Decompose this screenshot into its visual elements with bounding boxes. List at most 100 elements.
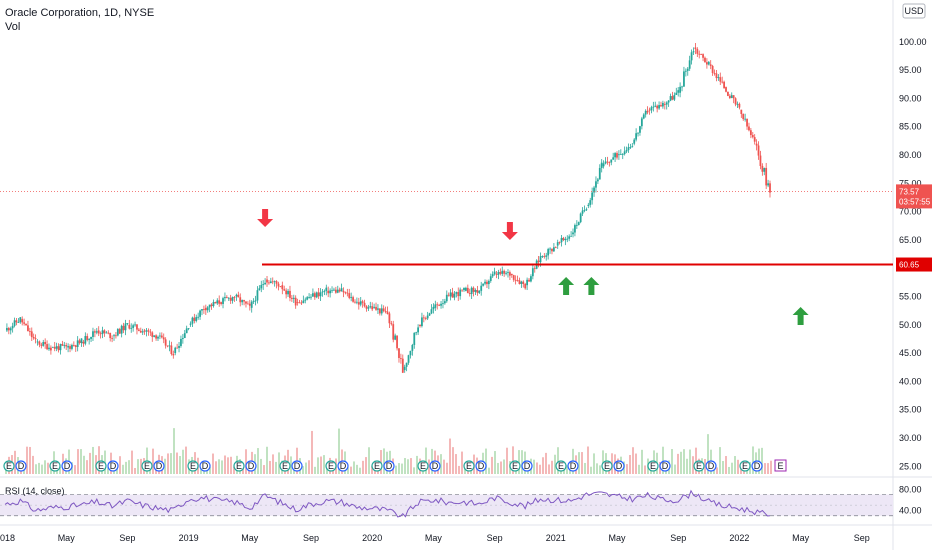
candle-body: [46, 344, 48, 350]
candle-body: [581, 210, 584, 214]
candle-body: [623, 151, 626, 155]
candle-body: [201, 309, 203, 311]
dividend-marker-icon[interactable]: [521, 460, 533, 472]
candle-body: [348, 293, 351, 298]
candle-body: [591, 192, 594, 201]
time-tick-label: Sep: [487, 533, 503, 543]
dividend-marker-icon[interactable]: [291, 460, 303, 472]
dividend-marker-icon[interactable]: [659, 460, 671, 472]
candle-body: [579, 213, 582, 223]
currency-badge[interactable]: [902, 3, 926, 19]
dividend-marker-icon[interactable]: [567, 460, 579, 472]
candle-body: [109, 332, 112, 339]
candle-body: [740, 109, 743, 114]
candle-body: [336, 289, 339, 293]
candle-body: [748, 126, 750, 131]
candle-body: [325, 287, 328, 291]
price-tick-label: 70.00: [899, 207, 922, 217]
earnings-marker-icon[interactable]: [601, 460, 613, 472]
earnings-marker-icon[interactable]: [141, 460, 153, 472]
future-earnings-letter: E: [777, 461, 783, 471]
dividend-letter: D: [202, 461, 209, 471]
candle-body: [715, 73, 718, 79]
earnings-marker-icon[interactable]: [371, 460, 383, 472]
volume-bar: [353, 461, 355, 474]
candle-body: [342, 290, 345, 293]
earnings-marker-icon[interactable]: [95, 460, 107, 472]
candle-body: [139, 330, 142, 333]
volume-bar: [638, 464, 640, 474]
candle-body: [99, 333, 102, 335]
earnings-marker-icon[interactable]: [233, 460, 245, 472]
volume-bar: [185, 446, 187, 474]
dividend-marker-icon[interactable]: [15, 460, 27, 472]
candle-body: [116, 329, 119, 336]
candle-body: [266, 279, 268, 283]
candle-body: [134, 324, 136, 326]
volume-bar: [767, 463, 769, 474]
volume-bar: [35, 464, 37, 474]
dividend-marker-icon[interactable]: [383, 460, 395, 472]
candle-body: [761, 165, 764, 172]
candle-body: [522, 281, 525, 284]
earnings-marker-icon[interactable]: [555, 460, 567, 472]
volume-bar: [14, 450, 16, 474]
volume-bar: [278, 452, 280, 474]
candle-body: [11, 325, 14, 329]
candle-body: [153, 335, 156, 337]
dividend-marker-icon[interactable]: [613, 460, 625, 472]
volume-bar: [137, 459, 139, 474]
volume-bar: [410, 458, 412, 474]
dividend-marker-icon[interactable]: [107, 460, 119, 472]
dividend-marker-icon[interactable]: [337, 460, 349, 472]
dividend-marker-icon[interactable]: [705, 460, 717, 472]
earnings-marker-icon[interactable]: [187, 460, 199, 472]
candle-body: [143, 330, 146, 332]
earnings-marker-icon[interactable]: [463, 460, 475, 472]
candle-body: [533, 268, 536, 270]
earnings-marker-icon[interactable]: [325, 460, 337, 472]
candle-body: [176, 347, 179, 349]
earnings-marker-icon[interactable]: [279, 460, 291, 472]
volume-bar: [644, 465, 646, 474]
volume-bar: [458, 465, 460, 474]
candle-body: [709, 64, 712, 66]
volume-bar: [452, 447, 454, 474]
earnings-marker-icon[interactable]: [49, 460, 61, 472]
earnings-marker-icon[interactable]: [509, 460, 521, 472]
dividend-marker-icon[interactable]: [475, 460, 487, 472]
volume-bar: [362, 460, 364, 474]
candle-body: [405, 362, 408, 367]
dividend-marker-icon[interactable]: [153, 460, 165, 472]
earnings-marker-icon[interactable]: [693, 460, 705, 472]
earnings-marker-icon[interactable]: [739, 460, 751, 472]
future-earnings-marker-icon[interactable]: [774, 459, 787, 472]
candle-body: [191, 317, 194, 324]
candle-body: [497, 271, 500, 275]
volume-bar: [302, 466, 304, 474]
candle-body: [168, 345, 171, 347]
candle-body: [723, 81, 725, 89]
volume-bar: [170, 453, 172, 474]
earnings-marker-icon[interactable]: [647, 460, 659, 472]
dividend-marker-icon[interactable]: [429, 460, 441, 472]
earnings-marker-icon[interactable]: [417, 460, 429, 472]
dividend-marker-icon[interactable]: [245, 460, 257, 472]
candle-body: [237, 294, 240, 298]
dividend-letter: D: [616, 461, 623, 471]
earnings-letter: E: [328, 461, 334, 471]
candle-body: [292, 297, 295, 299]
dividend-marker-icon[interactable]: [751, 460, 763, 472]
volume-bar: [317, 457, 319, 474]
dividend-marker-icon[interactable]: [199, 460, 211, 472]
earnings-marker-icon[interactable]: [3, 460, 15, 472]
candle-body: [679, 86, 682, 93]
volume-bar: [74, 465, 76, 474]
candle-body: [283, 289, 286, 291]
volume-label[interactable]: Vol: [5, 21, 21, 33]
candle-body: [390, 323, 393, 325]
dividend-marker-icon[interactable]: [61, 460, 73, 472]
candle-body: [42, 342, 45, 346]
symbol-title[interactable]: Oracle Corporation, 1D, NYSE: [5, 7, 155, 19]
